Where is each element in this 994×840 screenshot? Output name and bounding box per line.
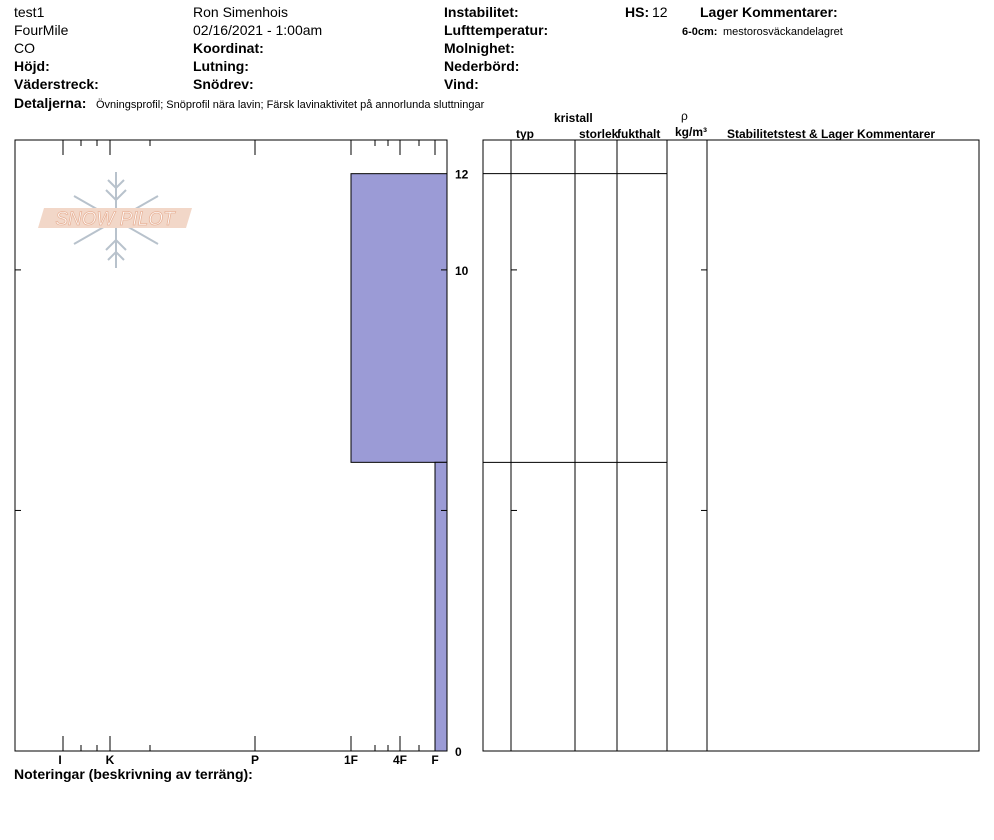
hs-value: 12 [652, 4, 668, 20]
hardness-label-F: F [431, 753, 438, 767]
layer-comment-text: mestorosväckandelagret [723, 26, 843, 38]
snowpilot-logo: SNOW PILOT [38, 172, 192, 268]
layer-comment-range: 6-0cm: [682, 26, 718, 38]
logo-text: SNOW PILOT [55, 209, 176, 230]
lager-kommentarer-label: Lager Kommentarer: [700, 4, 838, 20]
hardness-label-K: K [106, 753, 115, 767]
header-rho: ρ [681, 109, 688, 123]
hardness-label-1F: 1F [344, 753, 358, 767]
detaljerna-label: Detaljerna: [14, 95, 87, 111]
molnighet-label: Molnighet: [444, 40, 515, 56]
header-kristall: kristall [554, 111, 593, 125]
header-stability: Stabilitetstest & Lager Kommentarer [727, 127, 936, 141]
depth-label-12: 12 [455, 168, 469, 182]
layer-bar-0 [350, 173, 448, 463]
notes-label: Noteringar (beskrivning av terräng): [14, 766, 253, 782]
nederbord-label: Nederbörd: [444, 58, 520, 74]
hardness-label-P: P [251, 753, 259, 767]
header-density-unit: kg/m³ [675, 125, 708, 139]
hojd-label: Höjd: [14, 58, 50, 74]
hs-label: HS: [625, 4, 650, 20]
header-fukthalt: fukthalt [617, 127, 661, 141]
state-name: CO [14, 40, 35, 56]
observation-datetime: 02/16/2021 - 1:00am [193, 22, 323, 38]
snodrev-label: Snödrev: [193, 76, 254, 92]
layer-table-frame [482, 139, 980, 752]
hardness-label-I: I [58, 753, 61, 767]
lutning-label: Lutning: [193, 58, 249, 74]
depth-label-10: 10 [455, 264, 469, 278]
layer-bar-1 [434, 461, 448, 752]
site-name: test1 [14, 4, 45, 20]
header-storlek: storlek [579, 127, 619, 141]
depth-label-0: 0 [455, 745, 462, 759]
vind-label: Vind: [444, 76, 479, 92]
instabilitet-label: Instabilitet: [444, 4, 519, 20]
hardness-label-4F: 4F [393, 753, 407, 767]
lufttemperatur-label: Lufttemperatur: [444, 22, 549, 38]
header-typ: typ [516, 127, 534, 141]
details-text: Övningsprofil; Snöprofil nära lavin; Fär… [96, 99, 485, 111]
observer-name: Ron Simenhois [193, 4, 288, 20]
location-name: FourMile [14, 22, 69, 38]
koordinat-label: Koordinat: [193, 40, 264, 56]
vaderstreck-label: Väderstreck: [14, 76, 99, 92]
hardness-plot-frame [14, 139, 448, 752]
